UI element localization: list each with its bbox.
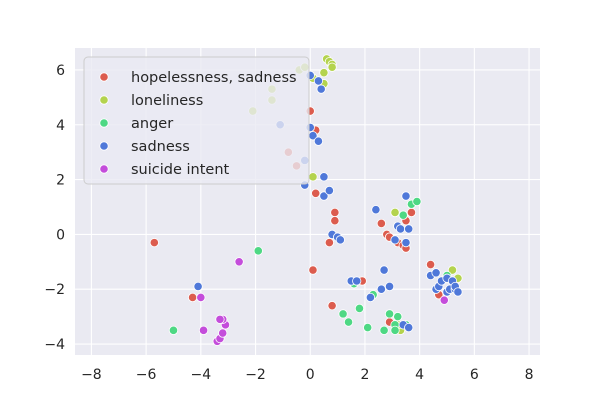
data-point <box>330 216 340 226</box>
x-tick-label: −4 <box>191 367 212 383</box>
data-point <box>313 136 324 146</box>
x-tick-label: 4 <box>415 367 424 383</box>
series-suicide-intent <box>196 257 449 346</box>
y-tick-label: 6 <box>56 63 65 79</box>
data-point <box>196 292 206 303</box>
x-tick-label: 0 <box>306 367 315 383</box>
data-point <box>188 292 198 303</box>
data-point <box>453 287 463 297</box>
legend-box <box>83 56 310 185</box>
data-point <box>425 259 436 270</box>
data-point <box>439 295 449 305</box>
data-point <box>390 325 400 335</box>
data-point <box>316 84 326 94</box>
data-point <box>412 196 422 207</box>
data-point <box>198 325 209 335</box>
data-point <box>324 238 334 248</box>
data-point <box>363 322 373 333</box>
data-point <box>352 276 362 286</box>
data-point <box>338 309 348 319</box>
legend: hopelessness, sadness loneliness anger sadn… <box>83 56 310 185</box>
data-point <box>234 257 244 267</box>
y-tick-label: −2 <box>44 282 65 298</box>
data-point <box>327 62 337 72</box>
data-point <box>398 210 408 220</box>
data-point <box>376 218 386 229</box>
data-point <box>393 312 403 322</box>
axis-ticks: −8 −6 −4 −2 0 2 4 6 8 −4 −2 0 2 4 6 <box>44 63 533 383</box>
data-point <box>193 281 203 292</box>
legend-label: anger <box>131 116 173 132</box>
legend-marker <box>99 141 109 151</box>
data-point <box>311 188 321 198</box>
data-point <box>379 325 389 335</box>
legend-marker <box>99 164 109 174</box>
data-point <box>319 68 329 78</box>
y-tick-label: 2 <box>56 173 65 189</box>
data-point <box>218 328 228 338</box>
legend-label: hopelessness, sadness <box>131 70 297 86</box>
x-tick-label: −2 <box>245 367 266 383</box>
data-point <box>404 322 414 333</box>
data-point <box>308 265 318 275</box>
data-point <box>149 238 159 248</box>
x-tick-label: 8 <box>525 367 534 383</box>
data-point <box>406 207 417 218</box>
data-point <box>404 224 414 234</box>
data-point <box>384 281 395 292</box>
data-point <box>390 235 400 245</box>
data-point <box>330 207 340 218</box>
x-tick-label: −8 <box>81 367 102 383</box>
data-point <box>215 314 225 324</box>
data-point <box>168 325 179 335</box>
legend-label: sadness <box>131 139 190 155</box>
legend-label: suicide intent <box>131 162 230 178</box>
data-point <box>354 303 365 314</box>
data-point <box>401 238 411 248</box>
data-point <box>308 172 318 182</box>
data-point <box>390 207 400 218</box>
y-tick-label: −4 <box>44 337 65 353</box>
data-point <box>327 301 337 311</box>
x-tick-label: 6 <box>470 367 479 383</box>
data-point <box>319 172 329 182</box>
legend-marker <box>99 118 109 128</box>
legend-label: loneliness <box>131 93 203 109</box>
data-point <box>324 185 334 196</box>
data-point <box>431 268 441 278</box>
data-point <box>365 292 376 303</box>
data-point <box>319 191 329 201</box>
data-point <box>253 246 263 256</box>
data-point <box>384 309 395 319</box>
x-tick-label: −6 <box>136 367 157 383</box>
y-tick-label: 4 <box>56 118 65 134</box>
legend-marker <box>99 72 109 82</box>
data-point <box>335 235 345 245</box>
data-point <box>376 284 386 294</box>
data-point <box>447 265 458 275</box>
data-point <box>395 224 406 234</box>
x-tick-label: 2 <box>360 367 369 383</box>
legend-marker <box>99 95 109 105</box>
data-point <box>343 317 354 327</box>
y-tick-label: 0 <box>56 227 65 243</box>
data-point <box>401 191 411 201</box>
data-point <box>313 76 324 86</box>
data-point <box>371 205 381 215</box>
data-point <box>379 265 389 275</box>
series-sadness <box>193 70 463 333</box>
